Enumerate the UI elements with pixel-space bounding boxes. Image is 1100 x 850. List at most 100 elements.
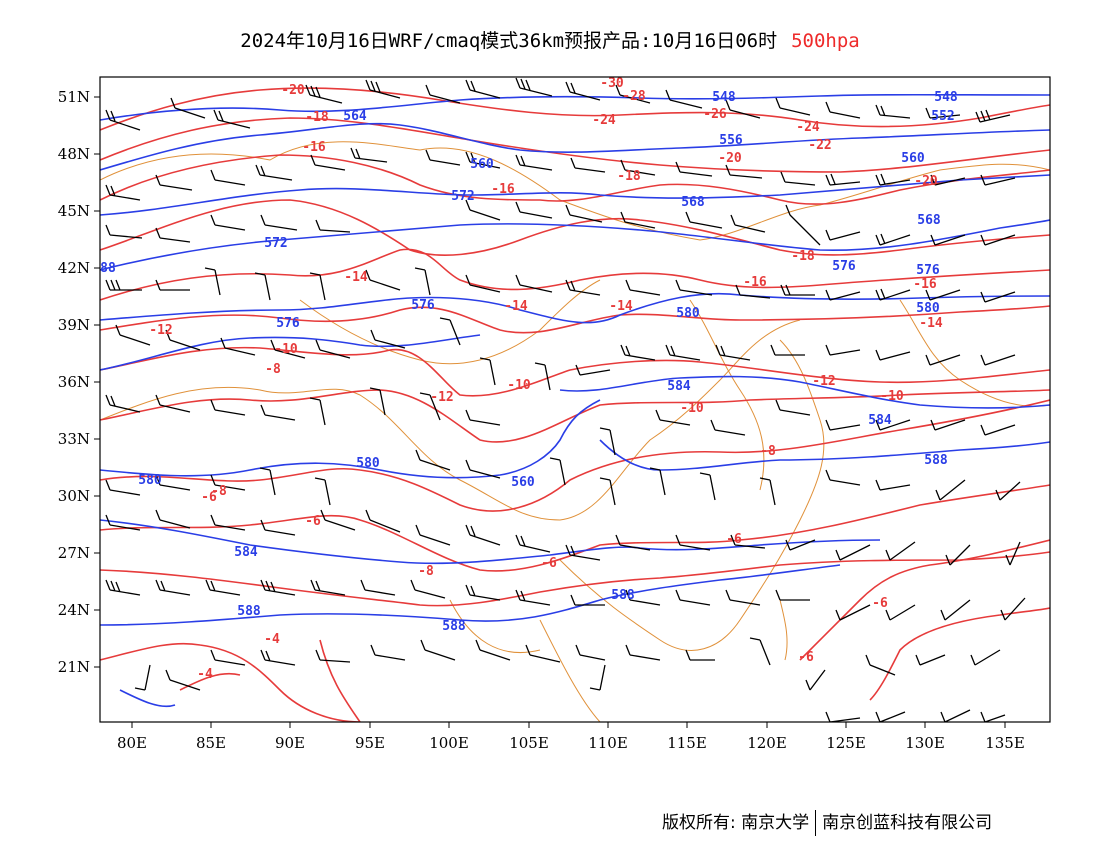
height-label: 560 xyxy=(511,475,535,490)
lon-label: 90E xyxy=(275,734,305,752)
height-label: 88 xyxy=(100,261,116,276)
latitude-axis: 51N 48N 45N 42N 39N 36N 33N 30N 27N 24N … xyxy=(58,88,90,676)
copyright-owner: 版权所有: 南京大学 xyxy=(662,813,810,833)
lat-label: 39N xyxy=(58,316,90,334)
height-label: 552 xyxy=(931,109,954,124)
temp-label: -8 xyxy=(265,362,281,377)
temp-label: -30 xyxy=(600,76,624,91)
temp-label: -12 xyxy=(149,323,172,338)
lat-label: 45N xyxy=(58,202,90,220)
temp-label: -16 xyxy=(743,275,767,290)
title-text: 2024年10月16日WRF/cmaq模式36km预报产品:10月16日06时 xyxy=(240,30,778,52)
height-label: 588 xyxy=(237,604,261,619)
temp-label: -28 xyxy=(622,89,646,104)
height-label: 556 xyxy=(719,133,743,148)
height-label: 572 xyxy=(264,236,287,251)
temp-label: -16 xyxy=(302,140,326,155)
lon-label: 85E xyxy=(196,734,226,752)
lon-label: 95E xyxy=(355,734,385,752)
temp-label: -14 xyxy=(504,299,528,314)
height-label: 560 xyxy=(901,151,925,166)
temp-label: -10 xyxy=(507,378,531,393)
temp-label: -6 xyxy=(201,490,217,505)
longitude-axis: 80E 85E 90E 95E 100E 105E 110E 115E 120E… xyxy=(117,734,1025,752)
temp-label: -24 xyxy=(592,113,616,128)
temp-label: -12 xyxy=(812,374,835,389)
temp-label: -10 xyxy=(880,389,904,404)
height-label: 572 xyxy=(451,189,474,204)
height-label: 560 xyxy=(470,157,494,172)
lat-label: 27N xyxy=(58,544,90,562)
lon-label: 130E xyxy=(905,734,945,752)
footer-divider xyxy=(815,810,817,836)
lat-label: 30N xyxy=(58,487,90,505)
lon-label: 120E xyxy=(747,734,787,752)
lat-label: 51N xyxy=(58,88,90,106)
temp-label: -20 xyxy=(281,83,305,98)
temp-label: -14 xyxy=(919,316,943,331)
temp-label: -6 xyxy=(798,650,814,665)
height-label: 576 xyxy=(411,298,435,313)
temp-label: -4 xyxy=(264,632,280,647)
temp-label: -10 xyxy=(680,401,704,416)
lat-label: 36N xyxy=(58,373,90,391)
height-label: 588 xyxy=(611,588,635,603)
height-labels: 548 548 552 556 564 568 568 572 572 576 … xyxy=(100,90,958,634)
height-label: 588 xyxy=(924,453,948,468)
lon-label: 135E xyxy=(985,734,1025,752)
boundary-lines xyxy=(100,141,1050,722)
temp-label: -12 xyxy=(430,390,453,405)
copyright-company: 南京创蓝科技有限公司 xyxy=(822,813,993,833)
temp-label: -6 xyxy=(726,532,742,547)
temp-label: -18 xyxy=(791,249,815,264)
height-label: 576 xyxy=(832,259,856,274)
temp-label: -16 xyxy=(913,277,937,292)
temp-label: -4 xyxy=(197,667,213,682)
lon-label: 110E xyxy=(588,734,628,752)
temperature-contours xyxy=(100,87,1050,722)
lon-label: 115E xyxy=(667,734,707,752)
lon-label: 125E xyxy=(826,734,866,752)
height-label: 548 xyxy=(934,90,958,105)
temp-label: -16 xyxy=(491,182,515,197)
height-label: 576 xyxy=(276,316,300,331)
temp-label: -20 xyxy=(718,151,742,166)
temp-label: -8 xyxy=(211,484,227,499)
lon-label: 105E xyxy=(509,734,549,752)
lat-label: 33N xyxy=(58,430,90,448)
wind-barbs xyxy=(105,77,1026,722)
height-label: 564 xyxy=(343,109,367,124)
temp-label: -20 xyxy=(914,174,938,189)
height-label: 580 xyxy=(138,473,162,488)
lat-label: 42N xyxy=(58,259,90,277)
height-contours xyxy=(100,93,1050,708)
height-label: 588 xyxy=(442,619,466,634)
temp-label: -6 xyxy=(872,596,888,611)
temp-label: -6 xyxy=(305,514,321,529)
lat-label: 21N xyxy=(58,658,90,676)
height-label: 548 xyxy=(712,90,736,105)
axis-ticks xyxy=(94,96,1006,728)
height-label: 584 xyxy=(868,413,892,428)
temp-label: -22 xyxy=(808,138,831,153)
lat-label: 24N xyxy=(58,601,90,619)
height-label: 580 xyxy=(916,301,940,316)
temp-label: -8 xyxy=(760,444,776,459)
temp-label: -18 xyxy=(305,110,329,125)
height-label: 580 xyxy=(356,456,380,471)
height-label: 568 xyxy=(681,195,705,210)
temp-label: -18 xyxy=(617,169,641,184)
temp-label: -24 xyxy=(796,120,820,135)
pressure-level-label: 500hpa xyxy=(791,30,860,52)
temp-label: -10 xyxy=(274,342,298,357)
plot-frame xyxy=(99,76,1051,723)
height-label: 576 xyxy=(916,263,940,278)
map-title: 2024年10月16日WRF/cmaq模式36km预报产品:10月16日06时 5… xyxy=(0,26,1100,53)
temperature-labels: -30 -28 -26 -24 -24 -22 -20 -20 -20 -18 … xyxy=(149,76,943,682)
temp-label: -6 xyxy=(541,556,557,571)
temp-label: -8 xyxy=(418,564,434,579)
lat-label: 48N xyxy=(58,145,90,163)
height-label: 580 xyxy=(676,306,700,321)
lon-label: 80E xyxy=(117,734,147,752)
